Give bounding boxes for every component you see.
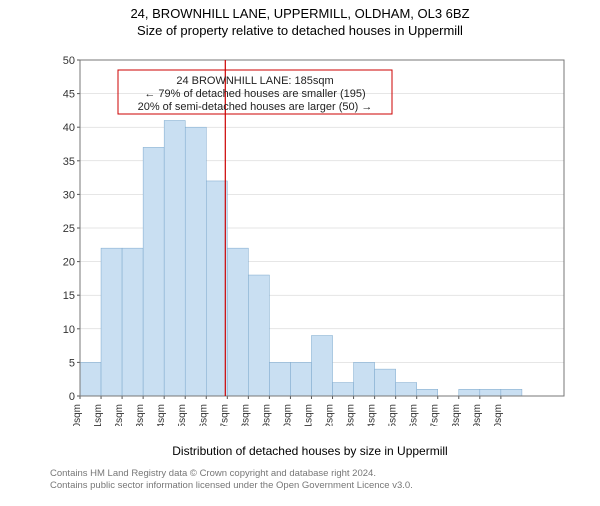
footer-line-2: Contains public sector information licen… (50, 480, 570, 492)
y-axis-label: Number of detached properties (0, 0, 18, 56)
x-axis-label: Distribution of detached houses by size … (50, 444, 570, 458)
svg-text:35: 35 (63, 156, 75, 168)
svg-text:40: 40 (63, 122, 75, 134)
svg-text:460sqm: 460sqm (493, 404, 504, 426)
svg-text:45: 45 (63, 89, 75, 101)
svg-text:20: 20 (63, 257, 75, 269)
svg-text:5: 5 (69, 357, 75, 369)
svg-text:40sqm: 40sqm (72, 404, 83, 426)
footer-attribution: Contains HM Land Registry data © Crown c… (50, 468, 570, 492)
svg-text:10: 10 (63, 324, 75, 336)
svg-text:15: 15 (63, 290, 75, 302)
svg-text:30: 30 (63, 189, 75, 201)
svg-text:50: 50 (63, 56, 75, 67)
svg-text:313sqm: 313sqm (346, 404, 357, 426)
svg-text:376sqm: 376sqm (409, 404, 420, 426)
svg-text:25: 25 (63, 223, 75, 235)
footer-line-1: Contains HM Land Registry data © Crown c… (50, 468, 570, 480)
svg-text:61sqm: 61sqm (93, 404, 104, 426)
svg-text:229sqm: 229sqm (261, 404, 272, 426)
svg-text:187sqm: 187sqm (219, 404, 230, 426)
svg-text:397sqm: 397sqm (430, 404, 441, 426)
svg-text:← 79% of detached houses are s: ← 79% of detached houses are smaller (19… (144, 88, 365, 100)
chart-title-2: Size of property relative to detached ho… (0, 23, 600, 38)
svg-text:271sqm: 271sqm (303, 404, 314, 426)
svg-text:439sqm: 439sqm (472, 404, 483, 426)
chart-area: 0 5 10 15 20 25 30 35 40 45 50 40sqm 61sqm 82sqm 103sq… (50, 56, 570, 426)
svg-text:82sqm: 82sqm (114, 404, 125, 426)
svg-text:145sqm: 145sqm (177, 404, 188, 426)
svg-text:124sqm: 124sqm (156, 404, 167, 426)
svg-text:250sqm: 250sqm (282, 404, 293, 426)
svg-text:334sqm: 334sqm (367, 404, 378, 426)
svg-text:355sqm: 355sqm (388, 404, 399, 426)
histogram-svg: 0 5 10 15 20 25 30 35 40 45 50 40sqm 61sqm 82sqm 103sq… (50, 56, 570, 426)
svg-text:103sqm: 103sqm (135, 404, 146, 426)
chart-title-1: 24, BROWNHILL LANE, UPPERMILL, OLDHAM, O… (0, 6, 600, 21)
svg-text:20% of semi-detached houses ar: 20% of semi-detached houses are larger (… (138, 101, 373, 113)
svg-text:208sqm: 208sqm (240, 404, 251, 426)
svg-text:418sqm: 418sqm (451, 404, 462, 426)
svg-text:166sqm: 166sqm (198, 404, 209, 426)
svg-text:0: 0 (69, 391, 75, 403)
svg-text:292sqm: 292sqm (325, 404, 336, 426)
svg-text:24 BROWNHILL LANE: 185sqm: 24 BROWNHILL LANE: 185sqm (176, 75, 333, 87)
